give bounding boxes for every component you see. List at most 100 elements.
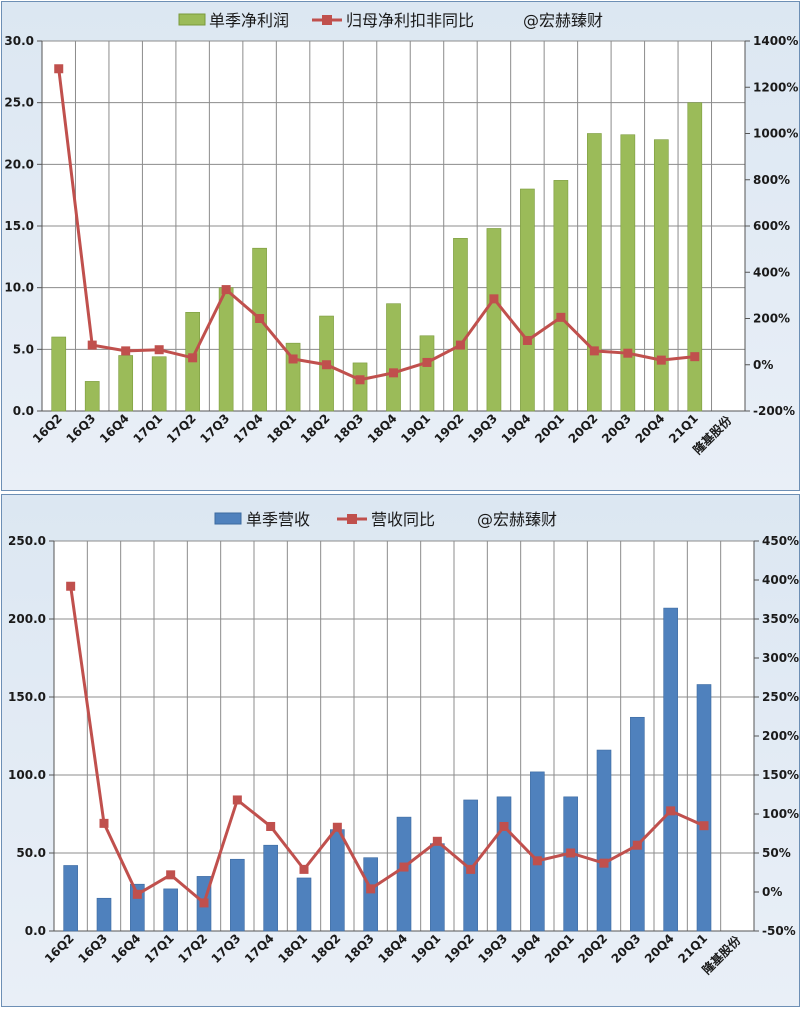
bar: [96, 897, 112, 932]
x-tick-label: 20Q2: [566, 411, 601, 446]
bar: [51, 336, 67, 412]
net-profit-chart: 单季净利润 归母净利扣非同比 @宏赫臻财 0.0 5.0 10.0 15.0 20.0 2…: [4, 11, 798, 457]
line-point: [623, 348, 633, 358]
x-tick-label: 18Q3: [342, 931, 377, 966]
legend-line-marker: [322, 15, 332, 25]
x-tick-label: 17Q1: [130, 411, 165, 446]
x-tick-label: 18Q4: [375, 931, 410, 966]
line-point: [389, 368, 398, 378]
x-tick-label: 20Q1: [532, 411, 567, 446]
line-point: [221, 285, 231, 295]
y-left-tick-label: 10.0: [4, 281, 34, 295]
y-left-tick-label: 25.0: [4, 96, 34, 110]
x-tick-label: 19Q3: [465, 411, 500, 446]
legend-line-label: 归母净利扣非同比: [346, 11, 474, 30]
line-point: [266, 821, 276, 831]
x-tick-label: 20Q4: [633, 411, 668, 446]
y-left-tick-label: 5.0: [13, 342, 34, 356]
bar: [587, 133, 602, 412]
x-tick-label: 18Q2: [298, 411, 333, 446]
x-tick-label: 16Q3: [64, 411, 99, 446]
x-tick-label: 19Q3: [475, 931, 510, 966]
line-point: [455, 340, 465, 350]
bar: [352, 362, 368, 412]
x-tick-label: 20Q1: [542, 931, 577, 966]
legend-line-marker: [347, 514, 357, 524]
line-point: [699, 821, 709, 831]
bar: [653, 139, 669, 412]
bar: [263, 844, 278, 932]
line-point: [66, 581, 76, 591]
line-point: [288, 354, 298, 364]
line-point: [532, 856, 542, 866]
line-point: [232, 795, 242, 805]
line-point: [332, 822, 342, 832]
y-right-tick-label: 350%: [762, 612, 799, 626]
x-tick-label: 17Q3: [209, 931, 244, 966]
line-point: [589, 346, 599, 356]
y-right-tick-label: 400%: [753, 265, 790, 279]
line-point: [188, 353, 198, 363]
legend: 单季营收 营收同比 @宏赫臻财: [214, 510, 557, 529]
line-point: [255, 314, 265, 323]
y-right-tick-label: 1000%: [753, 127, 798, 141]
x-tick-label: 19Q4: [509, 931, 544, 966]
legend-line-label: 营收同比: [371, 510, 435, 529]
bar: [330, 829, 345, 932]
line-point: [599, 858, 609, 868]
line-point: [432, 836, 442, 846]
line-point: [366, 884, 376, 894]
y-left-tick-label: 20.0: [4, 157, 34, 171]
x-tick-label: 20Q4: [642, 931, 677, 966]
bar: [163, 888, 178, 932]
bar: [363, 857, 378, 932]
x-tick-label: 18Q1: [275, 931, 310, 966]
bar: [696, 684, 712, 932]
bar: [520, 188, 535, 412]
x-tick-label: 18Q3: [331, 411, 366, 446]
bar: [296, 877, 312, 932]
line-point: [422, 357, 432, 367]
series-line: [57, 68, 695, 382]
line-point: [656, 355, 666, 365]
y-right-tick-label: -50%: [762, 924, 796, 938]
x-tick-label: 18Q4: [365, 411, 400, 446]
y-right-tick-label: 450%: [762, 534, 799, 548]
x-tick-label: 17Q1: [142, 931, 177, 966]
watermark: @宏赫臻财: [477, 510, 557, 529]
x-tick-label: 19Q2: [442, 931, 477, 966]
watermark: @宏赫臻财: [523, 11, 603, 30]
bar: [118, 355, 134, 412]
x-tick-label: 20Q3: [609, 931, 644, 966]
legend: 单季净利润 归母净利扣非同比 @宏赫臻财: [178, 11, 603, 30]
y-right-tick-label: 0%: [762, 885, 782, 899]
bar: [63, 865, 78, 932]
line-point: [466, 864, 476, 874]
bar: [151, 356, 167, 412]
y-right-tick-label: 200%: [753, 312, 790, 326]
bar: [252, 247, 267, 412]
bar: [496, 796, 512, 932]
bar: [630, 716, 645, 932]
y-right-tick-label: 150%: [762, 768, 799, 782]
y-right-tick-label: 200%: [762, 729, 799, 743]
y-left-tick-label: 15.0: [4, 219, 34, 233]
x-tick-label: 16Q2: [30, 411, 65, 446]
line-point: [99, 818, 109, 828]
revenue-chart: 单季营收 营收同比 @宏赫臻财 0.0 50.0 100.0 150.0 200.0 25…: [8, 510, 799, 977]
bar: [386, 303, 401, 412]
y-left-tick-label: 150.0: [8, 690, 46, 704]
x-tick-label: 17Q3: [197, 411, 232, 446]
x-tick-label: 20Q3: [599, 411, 634, 446]
x-tick-label: 16Q3: [75, 931, 110, 966]
bar: [687, 102, 703, 412]
line-point: [556, 312, 566, 322]
line-point: [566, 848, 576, 858]
line-point: [522, 335, 532, 345]
plot-area: 0.0 50.0 100.0 150.0 200.0 250.0 -50% 0% 50% 100%…: [8, 534, 799, 966]
y-right-tick-label: 600%: [753, 219, 790, 233]
top-chart-panel: 单季净利润 归母净利扣非同比 @宏赫臻财 0.0 5.0 10.0 15.0 20.0 2…: [1, 1, 800, 491]
bar: [430, 843, 445, 932]
x-tick-label: 18Q2: [309, 931, 344, 966]
line-point: [399, 862, 409, 872]
